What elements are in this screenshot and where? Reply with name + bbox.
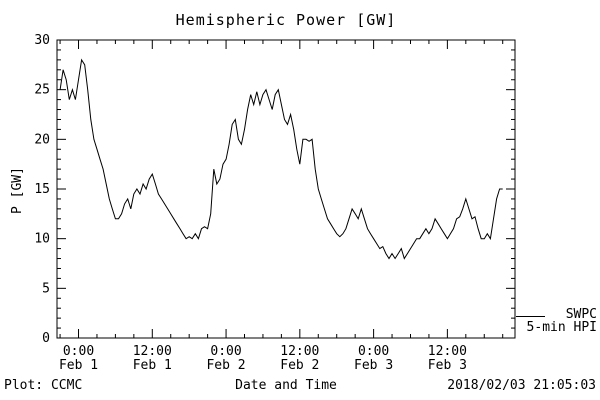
y-tick-label: 5 [42,281,50,296]
plot-timestamp: 2018/02/03 21:05:03 [447,378,596,393]
x-tick-date: Feb 2 [280,358,319,373]
x-ticks [59,40,504,338]
x-tick-time: 0:00 [358,344,389,359]
y-tick-label: 15 [34,182,50,197]
x-tick-time: 0:00 [63,344,94,359]
x-tick-time: 12:00 [428,344,467,359]
plot-border [56,39,516,339]
x-tick-date: Feb 2 [206,358,245,373]
y-tick-label: 20 [34,132,50,147]
y-tick-label: 25 [34,83,50,98]
legend: SWPC 5-min HPI [527,308,597,334]
y-tick-label: 0 [42,331,50,346]
legend-series: 5-min HPI [526,320,597,335]
y-tick-labels: 0 5 10 15 20 25 30 [34,33,50,346]
x-tick-time: 0:00 [210,344,241,359]
x-tick-time: 12:00 [133,344,172,359]
data-line-swpc-5-min-hpi [59,58,503,260]
chart-title: Hemispheric Power [GW] [175,11,397,29]
legend-line-swatch [516,316,545,317]
x-tick-date: Feb 1 [133,358,172,373]
y-tick-label: 10 [34,232,50,247]
x-axis-label: Date and Time [235,378,337,393]
plot-credit: Plot: CCMC [4,378,83,393]
legend-source: SWPC [565,307,597,322]
x-tick-date: Feb 3 [428,358,467,373]
y-tick-label: 30 [34,33,50,48]
x-tick-date: Feb 1 [59,358,98,373]
x-tick-date: Feb 3 [354,358,393,373]
y-ticks [57,39,515,339]
x-tick-time: 12:00 [280,344,319,359]
